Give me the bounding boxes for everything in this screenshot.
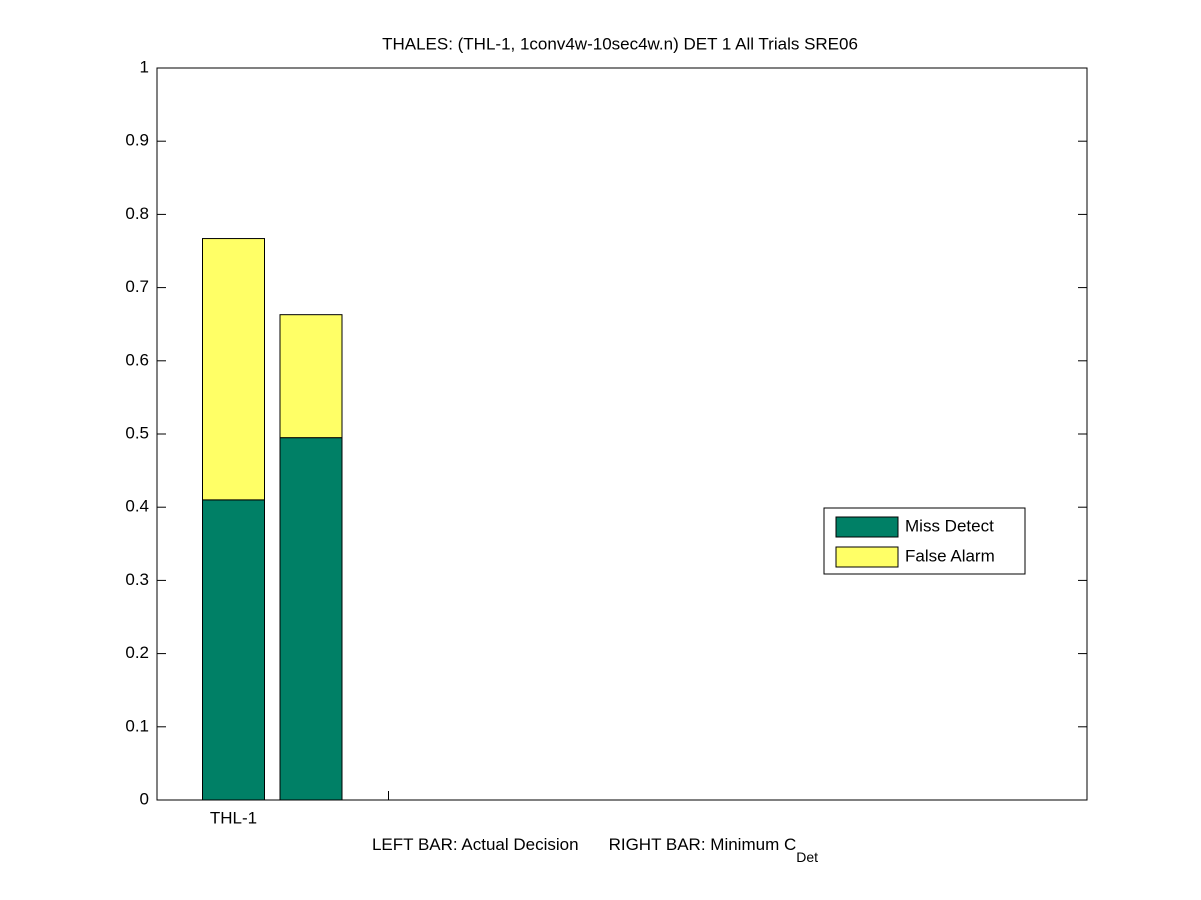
bar-segment: [279, 314, 343, 439]
legend-label: False Alarm: [905, 546, 995, 565]
y-tick-label: 0.9: [125, 131, 149, 150]
y-tick-label: 0: [140, 789, 149, 808]
y-tick-label: 0.6: [125, 350, 149, 369]
y-tick-label: 0.7: [125, 277, 149, 296]
bar-segment: [202, 499, 265, 801]
bar-segment: [202, 238, 265, 501]
legend-swatch: [835, 516, 899, 538]
y-tick-label: 1: [140, 57, 149, 76]
chart-title: THALES: (THL-1, 1conv4w-10sec4w.n) DET 1…: [382, 34, 858, 53]
y-tick-label: 0.8: [125, 204, 149, 223]
y-tick-label: 0.1: [125, 716, 149, 735]
y-tick-label: 0.3: [125, 570, 149, 589]
x-axis-label: LEFT BAR: Actual Decision RIGHT BAR: Mini…: [372, 835, 818, 864]
y-tick-label: 0.2: [125, 643, 149, 662]
legend-label: Miss Detect: [905, 516, 994, 535]
bar-segment: [279, 437, 343, 801]
x-label-subscript: Det: [796, 849, 818, 865]
y-tick-label: 0.5: [125, 423, 149, 442]
x-label-right: RIGHT BAR: Minimum C: [609, 835, 797, 854]
x-tick-label: THL-1: [210, 808, 257, 827]
legend-swatch: [835, 546, 899, 568]
x-label-left: LEFT BAR: Actual Decision: [372, 835, 579, 854]
y-tick-label: 0.4: [125, 497, 149, 516]
